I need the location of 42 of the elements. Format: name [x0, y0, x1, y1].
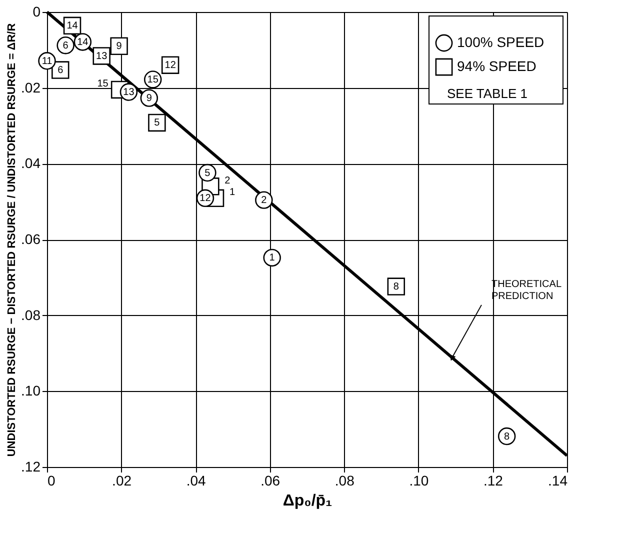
annotation: 8 [504, 431, 510, 442]
annotation: 5 [154, 118, 160, 129]
annotation: 14 [77, 36, 89, 48]
annotation: 6 [62, 40, 69, 52]
y-tick-label: .02 [21, 79, 41, 96]
annotation: 11 [42, 56, 53, 67]
x-tick-label: .06 [260, 472, 280, 488]
legend-label: 100% SPEED [457, 34, 544, 50]
annotation: 8 [393, 282, 400, 293]
annotation: 1 [229, 187, 236, 198]
x-tick-label: .10 [409, 472, 429, 488]
point [263, 248, 281, 267]
y-tick-label: .04 [21, 155, 41, 172]
y-tick-label: .08 [21, 306, 41, 323]
annotation: 13 [96, 50, 108, 62]
annotation: 9 [116, 41, 122, 52]
annotation: 15 [97, 78, 109, 90]
annotation: 9 [146, 93, 152, 104]
x-axis-title: Δp₀/p̄₁ [282, 492, 333, 510]
annotation: 12 [164, 60, 176, 72]
annotation: 5 [204, 168, 211, 179]
y-tick-label: 0 [32, 4, 41, 20]
x-tick-label: .08 [334, 472, 355, 488]
annotation: 1 [269, 252, 276, 264]
y-axis-title: UNDISTORTED RSURGE − DISTORTED RSURGE / UNDISTORTED RSURGE = ΔR/R [6, 23, 18, 457]
y-tick-label: .06 [21, 231, 41, 247]
annotation: 14 [66, 20, 78, 32]
annotation: 15 [147, 74, 159, 86]
x-tick-label: 0 [48, 472, 56, 488]
x-tick-label: .12 [483, 472, 504, 488]
y-tick-label: .12 [21, 458, 41, 474]
annotation: 13 [123, 87, 135, 98]
x-tick-label: .02 [112, 472, 132, 488]
x-tick-label: .04 [186, 472, 206, 488]
annotation: 12 [200, 193, 212, 204]
annotation: SEE TABLE 1 [447, 86, 528, 101]
annotation: 6 [58, 65, 64, 76]
y-tick-label: .10 [21, 382, 41, 399]
x-tick-label: .14 [548, 472, 568, 488]
legend-label: 94% SPEED [457, 58, 536, 74]
annotation: 2 [224, 175, 231, 186]
annotation: 2 [261, 195, 268, 206]
